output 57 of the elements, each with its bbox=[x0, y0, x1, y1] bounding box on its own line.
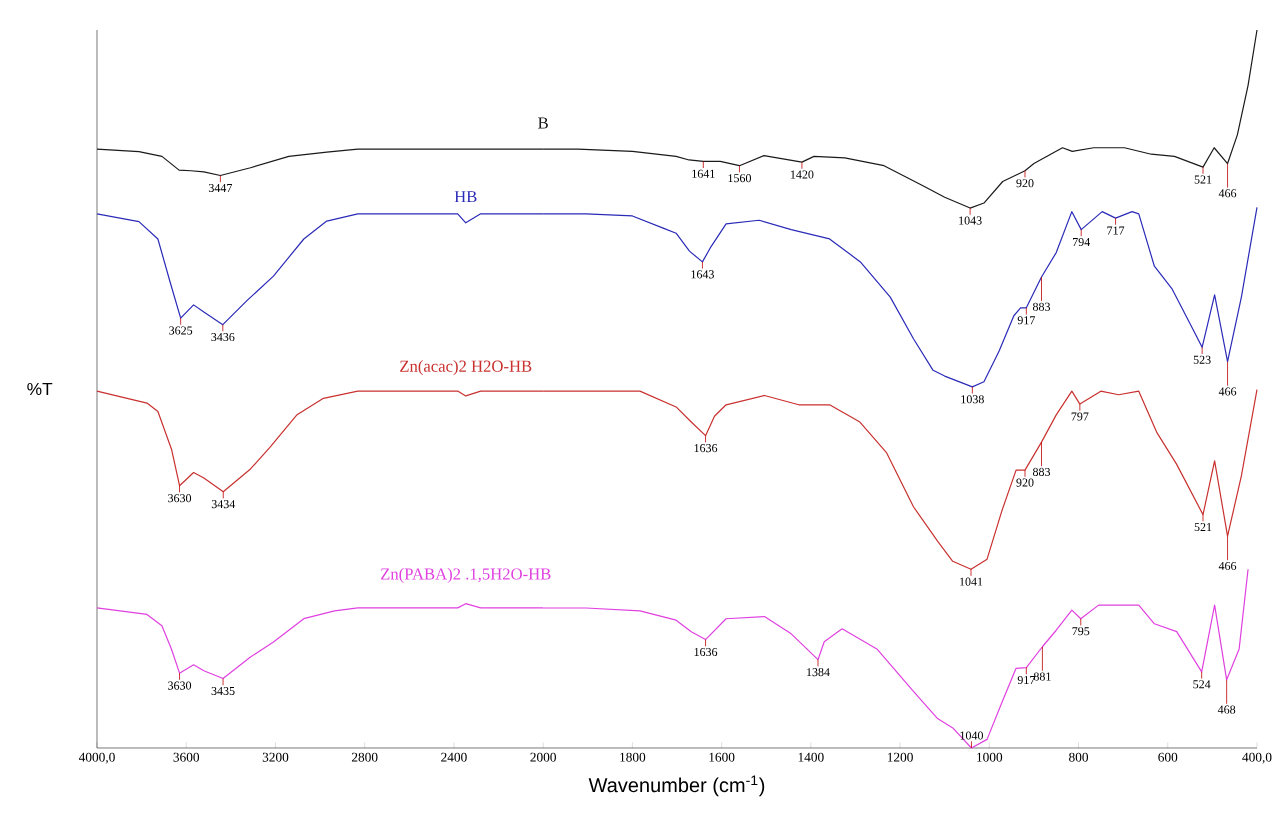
series-label: Zn(acac)2 H2O-HB bbox=[400, 360, 532, 376]
annotation: 1560 bbox=[728, 174, 751, 183]
annotation: 524 bbox=[1193, 680, 1211, 689]
annotation: 466 bbox=[1218, 561, 1237, 570]
x-tick-label: 3200 bbox=[262, 752, 289, 762]
annotation: 466 bbox=[1218, 387, 1237, 396]
x-tick-label: 400,0 bbox=[1242, 752, 1272, 764]
annotation: 881 bbox=[1033, 672, 1051, 681]
annotation: 795 bbox=[1072, 627, 1090, 636]
annotation: 521 bbox=[1194, 523, 1212, 532]
annotation: 3436 bbox=[211, 333, 235, 342]
x-tick-label: 1200 bbox=[887, 752, 913, 762]
annotation: 920 bbox=[1016, 179, 1034, 188]
annotation: 883 bbox=[1032, 467, 1051, 476]
x-tick-label: 1800 bbox=[620, 752, 646, 762]
x-tick-label: 4000,0 bbox=[78, 752, 115, 764]
annotation: 917 bbox=[1017, 316, 1035, 325]
annotation: 521 bbox=[1194, 175, 1212, 184]
annotation: 1636 bbox=[694, 444, 718, 453]
annotation: 917 bbox=[1017, 675, 1035, 685]
annotation: 1643 bbox=[691, 270, 714, 279]
x-tick-label: 1600 bbox=[709, 752, 735, 762]
x-tick-label: 2400 bbox=[441, 752, 467, 762]
annotation: 797 bbox=[1071, 412, 1089, 421]
annotation: 717 bbox=[1107, 226, 1125, 235]
annotation: 1420 bbox=[790, 170, 814, 179]
annotation: 1636 bbox=[694, 647, 718, 657]
x-tick-label: 800 bbox=[1069, 752, 1089, 762]
annotation: 1043 bbox=[959, 216, 982, 225]
annotation: 468 bbox=[1217, 705, 1236, 714]
annotation: 1384 bbox=[807, 668, 830, 677]
annotation: 1040 bbox=[960, 731, 983, 740]
x-tick-label: 600 bbox=[1158, 752, 1178, 762]
annotation: 3625 bbox=[169, 326, 193, 335]
annotation: 794 bbox=[1073, 238, 1091, 247]
series-label: Zn(PABA)2 .1,5H2O-HB bbox=[380, 567, 551, 583]
annotation: 466 bbox=[1218, 189, 1237, 198]
annotation: 3630 bbox=[168, 494, 192, 503]
y-axis-title: %T bbox=[27, 382, 53, 396]
annotation: 3434 bbox=[211, 500, 236, 509]
x-tick-label: 2000 bbox=[530, 752, 556, 762]
annotation: 3447 bbox=[208, 183, 233, 192]
x-tick-label: 2800 bbox=[351, 752, 378, 762]
series-label: HB bbox=[454, 191, 477, 203]
annotation: 3630 bbox=[168, 681, 192, 690]
x-tick-label: 1400 bbox=[798, 752, 824, 762]
annotation: 920 bbox=[1016, 478, 1034, 487]
annotation: 523 bbox=[1193, 355, 1211, 364]
x-tick-label: 1000 bbox=[977, 752, 1003, 762]
x-tick-label: 3600 bbox=[173, 752, 200, 762]
annotation: 1641 bbox=[692, 169, 715, 178]
series-label: B bbox=[538, 117, 548, 129]
annotation: 3435 bbox=[211, 686, 235, 695]
annotation: 883 bbox=[1032, 302, 1051, 311]
annotation: 1041 bbox=[960, 577, 983, 586]
x-axis-title: Wavenumber (cm$^{-1}$) bbox=[588, 775, 765, 797]
annotation: 1038 bbox=[961, 395, 984, 404]
